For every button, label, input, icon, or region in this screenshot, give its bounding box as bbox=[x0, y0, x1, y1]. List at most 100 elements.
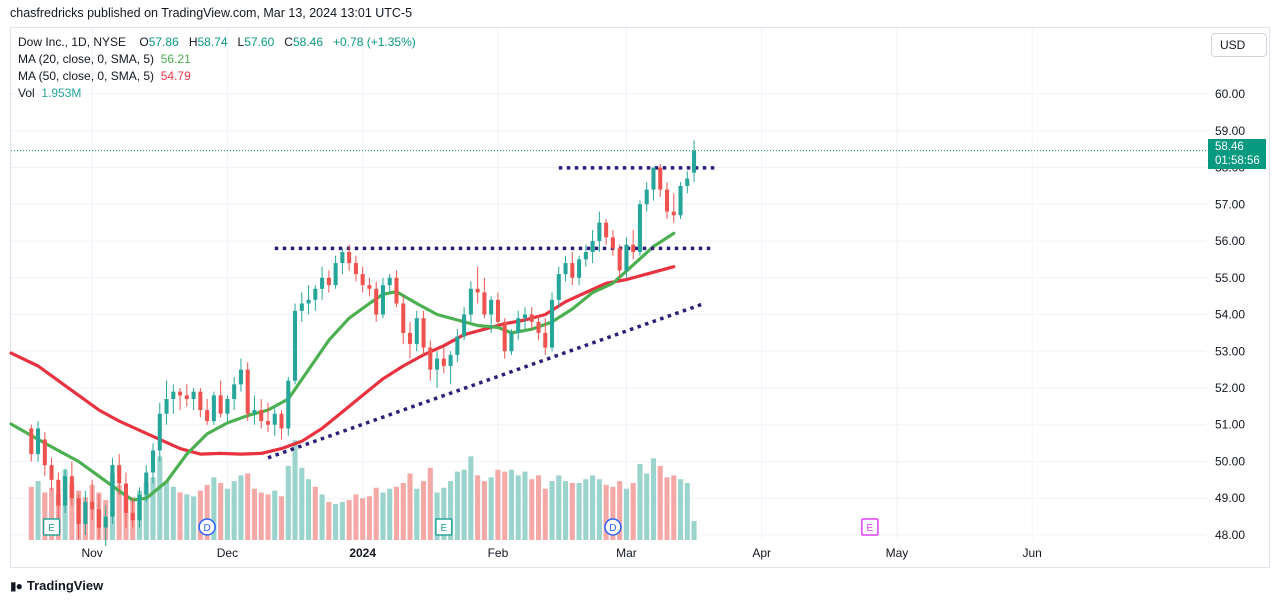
candle-body bbox=[590, 241, 595, 253]
candle-body bbox=[543, 332, 548, 348]
time-tick-label: Nov bbox=[81, 546, 102, 560]
last-price-tag: 58.46 01:58:56 bbox=[1208, 139, 1266, 169]
volume-bar bbox=[488, 477, 494, 540]
price-tick-label: 49.00 bbox=[1215, 491, 1245, 505]
price-tick-label: 48.00 bbox=[1215, 528, 1245, 542]
legend-ohlc-row: Dow Inc., 1D, NYSE O57.86 H58.74 L57.60 … bbox=[18, 34, 416, 51]
candle-body bbox=[225, 399, 230, 414]
support-line bbox=[267, 301, 705, 460]
earnings-icon bbox=[42, 518, 61, 536]
candle-body bbox=[435, 358, 440, 370]
candle-body bbox=[604, 222, 609, 238]
volume-bar bbox=[211, 477, 217, 540]
candle-body bbox=[272, 413, 277, 425]
candle-body bbox=[529, 314, 534, 322]
volume-bar bbox=[251, 488, 257, 540]
symbol-title[interactable]: Dow Inc., 1D, NYSE bbox=[18, 35, 127, 49]
candle-body bbox=[157, 413, 162, 451]
candle-body bbox=[489, 299, 494, 315]
volume-bar bbox=[434, 492, 440, 540]
low-label: L bbox=[237, 35, 245, 49]
dividend-icon bbox=[604, 518, 622, 536]
candle-body bbox=[252, 410, 257, 414]
price-tick-label: 60.00 bbox=[1215, 87, 1245, 101]
volume-bar bbox=[285, 465, 291, 540]
volume-bar bbox=[333, 503, 339, 540]
candle-body bbox=[265, 421, 271, 425]
legend-volume-row[interactable]: Vol 1.953M bbox=[18, 85, 416, 102]
candle-body bbox=[414, 318, 419, 344]
candlesticks bbox=[29, 140, 697, 546]
footer-brand[interactable]: ▮● TradingView bbox=[10, 578, 103, 593]
candle-body bbox=[380, 285, 385, 315]
volume-bar bbox=[278, 496, 285, 540]
candle-body bbox=[232, 384, 237, 400]
volume-bar bbox=[393, 486, 400, 540]
volume-bar bbox=[197, 490, 203, 540]
volume-bar bbox=[326, 502, 332, 540]
volume-bar bbox=[366, 496, 372, 540]
high-label: H bbox=[188, 35, 198, 49]
candle-body bbox=[137, 494, 142, 521]
volume-bar bbox=[454, 471, 460, 540]
candle-body bbox=[570, 263, 575, 278]
candle-body bbox=[360, 274, 365, 286]
volume-bar bbox=[224, 488, 230, 540]
tradingview-logo-icon: ▮● bbox=[10, 578, 23, 593]
candle-body bbox=[536, 321, 541, 333]
candle-body bbox=[164, 399, 169, 414]
volume-bar bbox=[49, 487, 55, 540]
price-tick-label: 57.00 bbox=[1215, 197, 1245, 211]
volume-bar bbox=[184, 494, 190, 540]
volume-bar bbox=[28, 486, 34, 540]
candle-body bbox=[597, 222, 602, 242]
price-tick-label: 59.00 bbox=[1215, 124, 1245, 138]
candle-body bbox=[563, 263, 568, 275]
volume-bar bbox=[414, 488, 420, 540]
currency-button[interactable]: USD bbox=[1211, 33, 1267, 57]
volume-bar bbox=[461, 469, 467, 540]
candle-body bbox=[516, 318, 521, 333]
candle-body bbox=[110, 465, 115, 517]
candle-body bbox=[117, 465, 122, 484]
chart-legend: Dow Inc., 1D, NYSE O57.86 H58.74 L57.60 … bbox=[18, 34, 416, 102]
volume-bar bbox=[427, 467, 433, 540]
volume-bar bbox=[177, 492, 183, 540]
candle-body bbox=[617, 248, 622, 271]
price-tick-label: 55.00 bbox=[1215, 271, 1245, 285]
volume-bar bbox=[691, 521, 697, 540]
candle-body bbox=[184, 395, 189, 400]
candle-body bbox=[428, 347, 433, 370]
volume-bar bbox=[387, 488, 393, 540]
chart-frame[interactable] bbox=[10, 27, 1270, 568]
candle-body bbox=[320, 277, 325, 289]
candle-body bbox=[198, 391, 203, 411]
candle-body bbox=[144, 472, 149, 495]
candle-body bbox=[367, 285, 372, 289]
bar-countdown: 01:58:56 bbox=[1215, 155, 1260, 167]
volume-bar bbox=[556, 475, 562, 540]
candle-body bbox=[631, 244, 636, 253]
legend-ma50-row[interactable]: MA (50, close, 0, SMA, 5) 54.79 bbox=[18, 68, 416, 85]
legend-ma20-row[interactable]: MA (20, close, 0, SMA, 5) 56.21 bbox=[18, 51, 416, 68]
candle-body bbox=[407, 332, 413, 344]
ma20-path bbox=[9, 231, 676, 502]
candle-body bbox=[637, 204, 642, 253]
volume-bar bbox=[380, 492, 386, 540]
volume-bar bbox=[535, 475, 542, 540]
candle-body bbox=[610, 237, 615, 249]
candle-body bbox=[69, 476, 74, 499]
candle-body bbox=[441, 358, 446, 366]
volume-bar bbox=[116, 484, 122, 540]
candle-body bbox=[340, 252, 345, 264]
candle-body bbox=[664, 189, 670, 212]
volume-bar bbox=[522, 471, 528, 540]
volume-bar bbox=[637, 464, 643, 540]
price-tick-label: 53.00 bbox=[1215, 344, 1245, 358]
candle-body bbox=[387, 277, 392, 286]
volume-bar bbox=[170, 486, 176, 540]
volume-bar bbox=[292, 440, 298, 540]
volume-bar bbox=[468, 456, 474, 540]
